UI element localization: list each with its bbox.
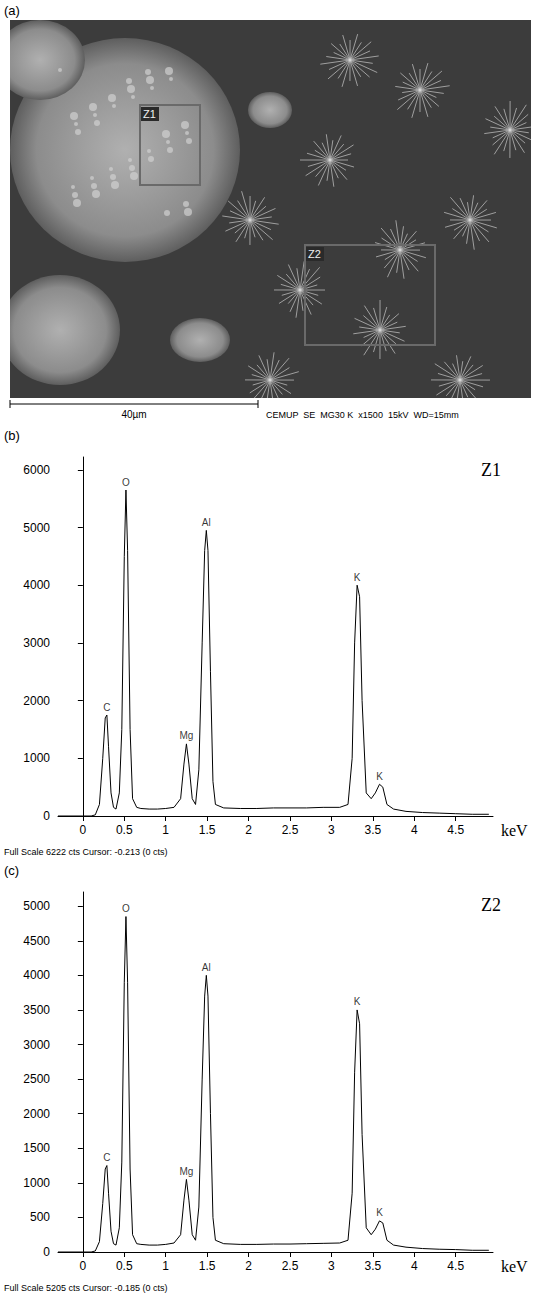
svg-text:Full Scale 5205 cts Cursor: -0: Full Scale 5205 cts Cursor: -0.185 (0 ct… bbox=[4, 1283, 168, 1293]
svg-text:0: 0 bbox=[43, 1245, 50, 1259]
svg-text:2000: 2000 bbox=[23, 1107, 50, 1121]
svg-text:0: 0 bbox=[43, 809, 50, 823]
svg-text:1000: 1000 bbox=[23, 751, 50, 765]
svg-text:C: C bbox=[103, 702, 110, 713]
svg-text:Mg: Mg bbox=[179, 1166, 193, 1177]
svg-text:Full Scale 6222 cts Cursor: -0: Full Scale 6222 cts Cursor: -0.213 (0 ct… bbox=[4, 847, 168, 857]
svg-text:Z1: Z1 bbox=[481, 460, 501, 480]
svg-text:3: 3 bbox=[328, 1259, 335, 1273]
svg-text:2: 2 bbox=[245, 823, 252, 837]
svg-text:Al: Al bbox=[202, 962, 211, 973]
svg-text:(c): (c) bbox=[4, 863, 19, 878]
svg-text:(b): (b) bbox=[4, 428, 20, 443]
svg-text:2000: 2000 bbox=[23, 694, 50, 708]
svg-text:0.5: 0.5 bbox=[116, 1259, 133, 1273]
svg-text:1: 1 bbox=[162, 823, 169, 837]
svg-text:0: 0 bbox=[80, 1259, 87, 1273]
svg-text:500: 500 bbox=[30, 1210, 50, 1224]
svg-text:0: 0 bbox=[80, 823, 87, 837]
svg-text:2.5: 2.5 bbox=[282, 1259, 299, 1273]
svg-text:K: K bbox=[354, 572, 361, 583]
svg-text:6000: 6000 bbox=[23, 463, 50, 477]
svg-text:2.5: 2.5 bbox=[282, 823, 299, 837]
svg-text:4: 4 bbox=[411, 1259, 418, 1273]
svg-text:1500: 1500 bbox=[23, 1141, 50, 1155]
svg-text:1.5: 1.5 bbox=[199, 823, 216, 837]
svg-text:40µm: 40µm bbox=[121, 409, 146, 420]
svg-text:(a): (a) bbox=[4, 3, 20, 18]
svg-text:3500: 3500 bbox=[23, 1003, 50, 1017]
svg-text:1.5: 1.5 bbox=[199, 1259, 216, 1273]
svg-text:Z1: Z1 bbox=[143, 108, 156, 120]
svg-text:Al: Al bbox=[202, 517, 211, 528]
svg-text:Z2: Z2 bbox=[481, 895, 501, 915]
svg-text:3: 3 bbox=[328, 823, 335, 837]
svg-text:keV: keV bbox=[501, 1258, 528, 1275]
svg-text:4.5: 4.5 bbox=[447, 1259, 464, 1273]
svg-text:3.5: 3.5 bbox=[365, 823, 382, 837]
svg-text:CEMUP SE MG30 K x1500 15kV: CEMUP SE MG30 K x1500 15kV WD=15mm bbox=[266, 410, 459, 420]
svg-text:C: C bbox=[103, 1152, 110, 1163]
svg-text:4000: 4000 bbox=[23, 578, 50, 592]
svg-text:5000: 5000 bbox=[23, 899, 50, 913]
svg-text:4.5: 4.5 bbox=[447, 823, 464, 837]
svg-text:K: K bbox=[376, 1207, 383, 1218]
svg-text:3000: 3000 bbox=[23, 1038, 50, 1052]
svg-text:O: O bbox=[122, 903, 130, 914]
svg-text:1000: 1000 bbox=[23, 1176, 50, 1190]
svg-text:3000: 3000 bbox=[23, 636, 50, 650]
svg-text:5000: 5000 bbox=[23, 521, 50, 535]
svg-text:Z2: Z2 bbox=[308, 248, 321, 260]
svg-text:0.5: 0.5 bbox=[116, 823, 133, 837]
svg-text:K: K bbox=[354, 996, 361, 1007]
svg-text:O: O bbox=[122, 477, 130, 488]
svg-text:2: 2 bbox=[245, 1259, 252, 1273]
svg-text:1: 1 bbox=[162, 1259, 169, 1273]
svg-text:K: K bbox=[376, 771, 383, 782]
svg-text:2500: 2500 bbox=[23, 1072, 50, 1086]
svg-text:4: 4 bbox=[411, 823, 418, 837]
svg-text:4000: 4000 bbox=[23, 968, 50, 982]
svg-text:Mg: Mg bbox=[179, 730, 193, 741]
svg-text:keV: keV bbox=[501, 822, 528, 839]
svg-text:4500: 4500 bbox=[23, 934, 50, 948]
svg-text:3.5: 3.5 bbox=[365, 1259, 382, 1273]
